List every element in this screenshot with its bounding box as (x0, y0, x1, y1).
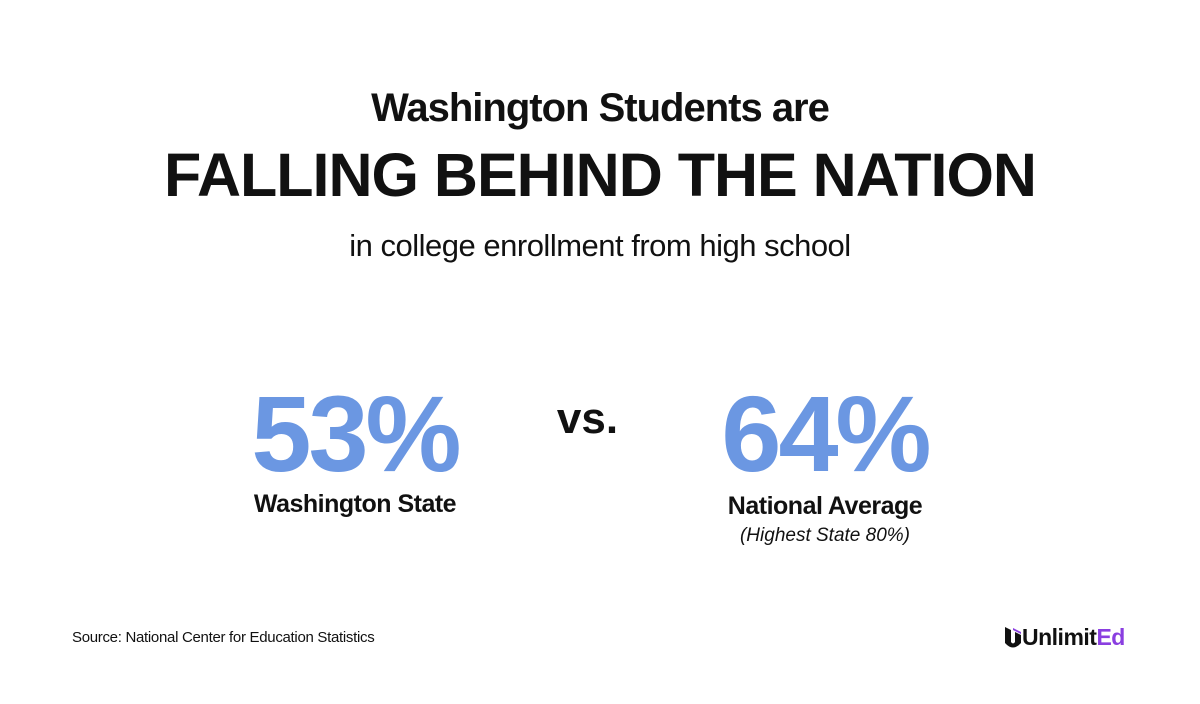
logo-text: Unlimit (1022, 623, 1097, 650)
logo-text: Ed (1096, 623, 1125, 650)
stat-label: National Average (727, 492, 923, 520)
stat-label: Washington State (253, 490, 457, 518)
stat-value: 53% (251, 373, 461, 494)
stat-value: 64% (721, 373, 931, 494)
logo-icon (1005, 627, 1021, 648)
logo: Unlimit Ed (1004, 622, 1125, 652)
title-line: Washington Students are (371, 86, 830, 130)
separator: vs. (556, 394, 619, 443)
source: Source: National Center for Education St… (72, 629, 375, 646)
stat-block: 64% National Average (Highest State 80%) (690, 380, 960, 547)
headline: FALLING BEHIND THE NATION (164, 141, 1037, 209)
stat-note: (Highest State 80%) (739, 525, 911, 546)
subtitle: in college enrollment from high school (349, 228, 851, 263)
stat-block: 53% Washington State (230, 380, 480, 519)
